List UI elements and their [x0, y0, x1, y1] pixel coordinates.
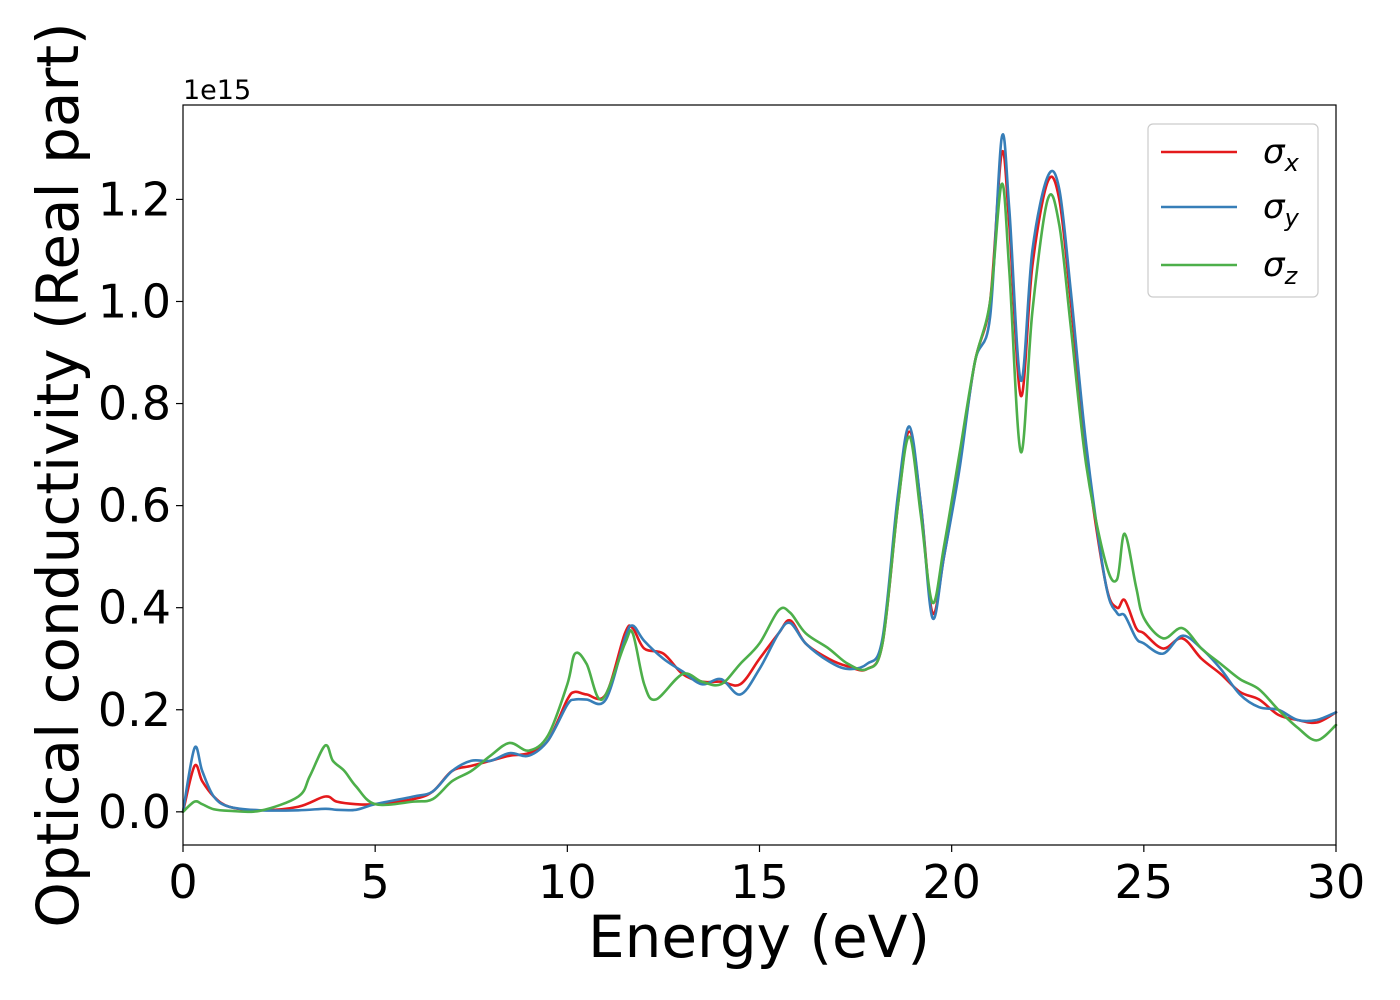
- series-line-y: [181, 133, 1338, 814]
- x-tick-label: 15: [730, 855, 789, 909]
- x-tick-label: 5: [361, 855, 390, 909]
- y-axis-label: Optical conductivity (Real part): [24, 22, 92, 927]
- y-tick-label: 0.6: [98, 479, 171, 533]
- y-tick-label: 1.2: [98, 172, 171, 226]
- x-axis-ticks: 0 5 10 15 20 25 30: [168, 845, 1365, 909]
- x-tick-label: 10: [538, 855, 597, 909]
- y-tick-label: 0.8: [98, 377, 171, 431]
- legend-box: [1147, 123, 1319, 298]
- y-tick-label: 0.0: [98, 785, 171, 839]
- x-tick-label: 30: [1307, 855, 1366, 909]
- legend-label-z: σz: [1263, 245, 1299, 290]
- x-tick-label: 20: [922, 855, 981, 909]
- x-axis-label: Energy (eV): [588, 903, 930, 971]
- y-tick-label: 0.2: [98, 683, 171, 737]
- y-tick-label: 0.4: [98, 581, 171, 635]
- series-line-z: [181, 182, 1338, 814]
- x-tick-label: 0: [168, 855, 197, 909]
- y-tick-label: 1.0: [98, 274, 171, 328]
- y-axis-ticks: 0.0 0.2 0.4 0.6 0.8 1.0 1.2: [98, 172, 183, 839]
- series-layer: [181, 133, 1338, 814]
- y-offset-text: 1e15: [183, 75, 251, 106]
- x-tick-label: 25: [1115, 855, 1174, 909]
